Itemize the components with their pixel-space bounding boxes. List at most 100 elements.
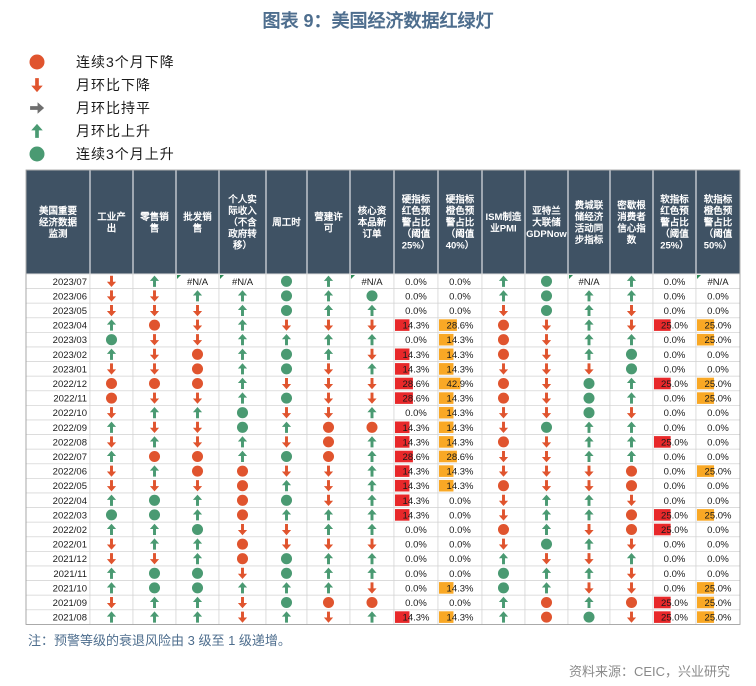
down-arrow-icon xyxy=(31,77,43,92)
down-arrow-icon xyxy=(541,363,552,375)
up-arrow-icon xyxy=(192,509,203,521)
up-arrow-icon xyxy=(541,567,552,579)
down-arrow-icon xyxy=(26,76,48,94)
up-arrow-icon xyxy=(626,333,637,346)
pct-value: 14.3% xyxy=(403,321,430,332)
up-arrow-icon xyxy=(323,275,334,287)
down-arrow-icon xyxy=(626,582,637,594)
down-arrow-icon xyxy=(584,553,594,565)
table-row: 2021/08 14.3% 14.3% 25.0% 25.0% xyxy=(25,609,741,625)
up-arrow-icon xyxy=(584,421,594,433)
up-arrow-icon xyxy=(106,348,117,360)
down-arrow-icon xyxy=(106,553,117,565)
up-arrow-icon xyxy=(367,552,377,565)
up-arrow-icon xyxy=(149,275,160,287)
header-label: 橙色预 xyxy=(446,205,475,217)
warning-bar xyxy=(395,611,410,623)
pct-value: 0.0% xyxy=(664,350,686,361)
up-arrow-icon xyxy=(367,479,377,492)
header-label: 25%） xyxy=(402,240,431,252)
up-arrow-icon xyxy=(498,275,509,287)
warning-bar xyxy=(439,363,454,375)
green-dot-icon xyxy=(583,611,595,623)
green-dot-icon xyxy=(105,509,118,521)
header-label: 经济数据 xyxy=(39,217,78,229)
header-label: 橙色预 xyxy=(704,205,733,217)
header-label: 红色预 xyxy=(660,205,689,217)
down-arrow-icon xyxy=(367,392,377,404)
pct-value: 25.0% xyxy=(705,598,732,609)
green-dot-icon xyxy=(191,567,204,579)
up-arrow-icon xyxy=(149,436,160,448)
green-dot-icon xyxy=(148,582,161,594)
header-label: （阈值 xyxy=(660,228,689,240)
down-arrow-icon xyxy=(626,567,637,580)
pct-value: 14.3% xyxy=(403,510,430,521)
pct-value: 0.0% xyxy=(449,277,471,288)
row-date: 2022/06 xyxy=(53,467,87,478)
pct-value: 14.3% xyxy=(403,350,430,361)
pct-value: 0.0% xyxy=(707,540,729,551)
green-dot-icon xyxy=(540,421,553,433)
pct-value: 0.0% xyxy=(664,423,686,434)
legend-label: 月环比下降 xyxy=(76,76,151,93)
up-arrow-icon xyxy=(192,494,203,506)
header-label: 数 xyxy=(626,234,637,246)
up-arrow-icon xyxy=(106,494,117,506)
pct-value: 0.0% xyxy=(449,525,471,536)
legend-label: 月环比上升 xyxy=(76,122,151,139)
red-dot-icon xyxy=(29,54,45,69)
pct-value: 25.0% xyxy=(705,379,732,390)
up-arrow-icon xyxy=(367,509,377,521)
legend: 连续3个月下降 月环比下降 月环比持平 月环比上升 连续3个月上升 xyxy=(26,50,175,165)
header-label: 红色预 xyxy=(402,205,431,217)
up-arrow-icon xyxy=(192,406,203,419)
green-dot-icon xyxy=(625,363,638,375)
pct-value: 14.3% xyxy=(447,364,474,375)
up-arrow-icon xyxy=(498,290,509,302)
right-arrow-icon xyxy=(30,101,45,114)
warning-bar xyxy=(439,319,457,331)
pct-value: 0.0% xyxy=(405,569,427,580)
pct-value: 0.0% xyxy=(664,569,686,580)
header-cell xyxy=(652,169,697,275)
warning-bar xyxy=(439,348,454,361)
warning-bar xyxy=(395,392,413,404)
warning-bar xyxy=(395,494,410,507)
warning-bar xyxy=(439,377,461,390)
down-arrow-icon xyxy=(498,450,509,463)
up-arrow-icon xyxy=(237,450,248,463)
down-arrow-icon xyxy=(106,290,117,302)
red-dot-icon xyxy=(540,596,553,609)
up-arrow-icon xyxy=(584,567,594,579)
green-dot-icon xyxy=(280,494,293,506)
green-dot-icon xyxy=(540,290,553,302)
header-label: 25%） xyxy=(660,240,689,252)
pct-value: 0.0% xyxy=(449,291,471,302)
up-arrow-icon xyxy=(323,552,334,565)
down-arrow-icon xyxy=(541,334,552,346)
pct-value: 14.3% xyxy=(403,423,430,434)
pct-value: 0.0% xyxy=(664,452,686,463)
pct-value: 14.3% xyxy=(447,350,474,361)
warning-bar xyxy=(654,319,671,331)
header-label: 大联储 xyxy=(532,217,561,229)
warning-bar xyxy=(697,377,715,390)
pct-value: 0.0% xyxy=(664,394,686,405)
down-arrow-icon xyxy=(626,611,637,623)
pct-value: 0.0% xyxy=(707,437,729,448)
table-row: 2021/11 0.0% 0.0% 0.0% 0.0% xyxy=(25,565,741,581)
red-dot-icon xyxy=(497,436,510,448)
up-arrow-icon xyxy=(323,290,334,302)
pct-value: 0.0% xyxy=(664,306,686,317)
warning-bar xyxy=(439,436,454,448)
pct-value: 0.0% xyxy=(449,569,471,580)
warning-bar xyxy=(654,596,671,609)
red-dot-icon xyxy=(625,465,638,477)
green-dot-icon xyxy=(583,377,595,390)
down-arrow-icon xyxy=(367,582,377,594)
up-arrow-icon xyxy=(323,582,334,594)
red-dot-icon xyxy=(322,436,335,448)
green-dot-icon xyxy=(540,304,553,317)
up-arrow-icon xyxy=(498,611,509,623)
